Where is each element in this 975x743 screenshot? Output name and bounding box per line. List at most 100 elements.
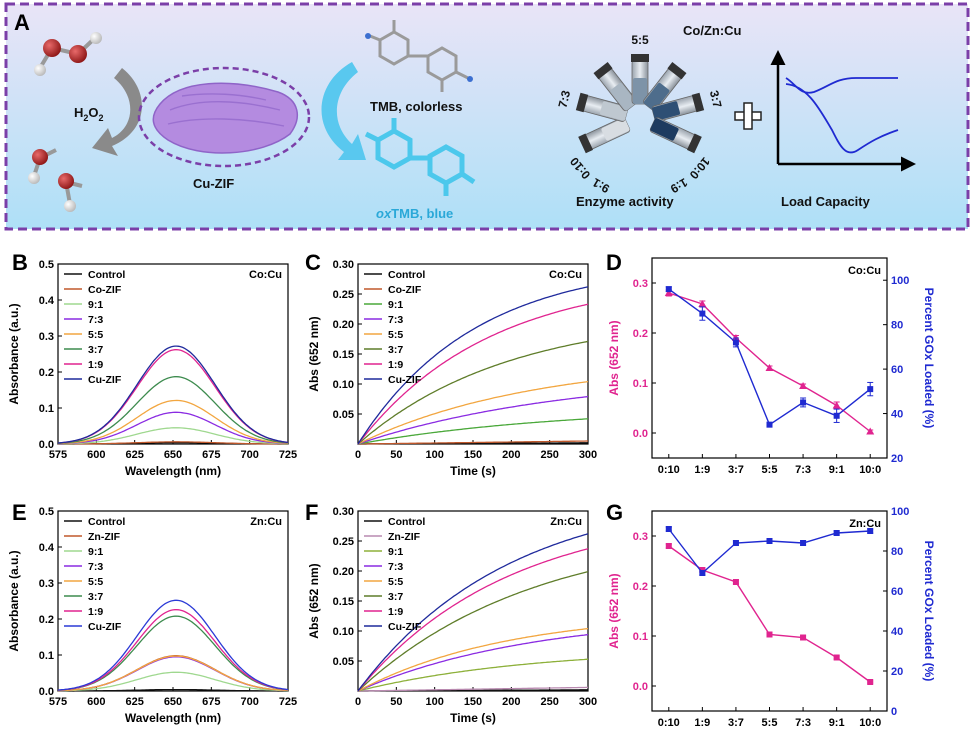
data-point: [833, 530, 840, 536]
category-label: 5:5: [762, 717, 778, 729]
series-line: [57, 609, 289, 691]
oxtmb-blue-label: oxTMB, blue: [376, 206, 453, 221]
panel-a-schematic: A H2O2: [4, 2, 970, 231]
y-tick-label: 0.25: [333, 536, 354, 548]
legend-entry: 9:1: [388, 299, 403, 311]
legend-entry: 3:7: [88, 591, 103, 603]
y-tick-label: 0.10: [333, 379, 354, 391]
category-label: 0:10: [658, 464, 680, 476]
category-label: 9:1: [829, 464, 845, 476]
y-tick-label: 0.1: [39, 650, 54, 662]
y-tick-label: 0.0: [39, 439, 54, 451]
chart-panel-f: F 0 50 100 150 200 250 300 0.05 0.10 0.15 0.20 0.25 0…: [305, 500, 597, 725]
cu-zif-label: Cu-ZIF: [193, 176, 234, 191]
x-tick-label: 0: [355, 449, 361, 461]
series-line: [357, 570, 589, 692]
y-axis-label: Abs (652 nm): [607, 573, 621, 648]
y-tick-label: 0.05: [333, 656, 354, 668]
data-point: [665, 286, 672, 293]
data-point: [833, 654, 840, 661]
legend-entry: 7:3: [88, 561, 103, 573]
y-tick-label: 0.15: [333, 349, 354, 361]
vial-ratio-label: 7:3: [555, 89, 573, 110]
enzyme-activity-label: Enzyme activity: [576, 194, 674, 209]
legend-entry: Zn-ZIF: [388, 531, 421, 543]
y-tick-label: 0.30: [333, 506, 354, 518]
x-tick-label: 100: [425, 449, 443, 461]
series-line: [357, 303, 589, 445]
legend-entry: 9:1: [88, 546, 103, 558]
series-line: [358, 686, 588, 692]
y-tick-label: 0.20: [333, 566, 354, 578]
y-tick-label: 0.0: [633, 681, 648, 693]
legend-entry: Cu-ZIF: [88, 621, 122, 633]
panel-letter: E: [12, 500, 27, 525]
series-line: [57, 411, 289, 445]
legend-entry: Control: [88, 516, 125, 528]
y2-tick-label: 20: [891, 666, 903, 678]
chart-panel-d: D 0:10 1:9 3:7 5:5 7:3 9:1 10:0 0.0 0.1 0.2 0.3 20 40…: [606, 250, 936, 476]
vial-ratio-label: 5:5: [631, 33, 649, 47]
x-axis-label: Time (s): [450, 464, 496, 478]
series-line: [357, 340, 589, 445]
legend-entry: 7:3: [88, 314, 103, 326]
category-label: 7:3: [795, 464, 811, 476]
chart-panel-b: B 575 600 625 650 675 700 725 0.0 0.1 0.2 0.3 0.4 0.5…: [7, 250, 297, 478]
vial-fan: 10:09:17:35:53:71:90:10: [555, 33, 725, 196]
legend-entry: Control: [388, 516, 425, 528]
data-point: [732, 579, 739, 585]
series-line: [58, 655, 289, 692]
category-label: 1:9: [694, 717, 710, 729]
y-tick-label: 0.5: [39, 506, 54, 518]
ratio-tag: Co:Cu: [848, 265, 881, 277]
legend-entry: 3:7: [388, 591, 403, 603]
legend-entry: 1:9: [388, 359, 403, 371]
legend-entry: 3:7: [388, 344, 403, 356]
data-point: [665, 543, 672, 549]
legend-entry: Cu-ZIF: [88, 374, 122, 386]
x-tick-label: 300: [579, 696, 597, 708]
x-tick-label: 625: [125, 696, 143, 708]
panel-letter: C: [305, 250, 321, 275]
y2-tick-label: 40: [891, 626, 903, 638]
data-point: [799, 382, 808, 389]
series-line: [357, 533, 589, 692]
panel-letter: B: [12, 250, 28, 275]
vial-ratio-label: 3:7: [707, 89, 725, 110]
category-label: 3:7: [728, 717, 744, 729]
y2-tick-label: 100: [891, 275, 909, 287]
category-label: 3:7: [728, 464, 744, 476]
legend-entry: Cu-ZIF: [388, 621, 422, 633]
series-line: [57, 399, 289, 445]
y-tick-label: 0.2: [633, 581, 648, 593]
series-line: [358, 440, 588, 445]
legend-entry: 7:3: [388, 561, 403, 573]
load-capacity-label: Load Capacity: [781, 194, 871, 209]
y-tick-label: 0.0: [633, 428, 648, 440]
legend-entry: 7:3: [388, 314, 403, 326]
y-tick-label: 0.25: [333, 289, 354, 301]
legend-entry: Co-ZIF: [88, 284, 122, 296]
panel-letter: G: [606, 500, 623, 525]
x-tick-label: 675: [202, 696, 220, 708]
y-tick-label: 0.1: [633, 631, 648, 643]
category-label: 1:9: [694, 464, 710, 476]
catalysis-arrow-icon: [92, 68, 142, 156]
x-tick-label: 600: [87, 696, 105, 708]
panel-letter-a: A: [14, 10, 30, 35]
y-tick-label: 0.0: [39, 686, 54, 698]
tmb-molecule-icon: [365, 20, 473, 92]
legend-entry: Cu-ZIF: [388, 374, 422, 386]
legend-entry: Co-ZIF: [388, 284, 422, 296]
data-point: [867, 386, 874, 393]
load-capacity-plot-icon: [770, 50, 916, 172]
data-point: [867, 679, 874, 685]
y2-tick-label: 20: [891, 453, 903, 465]
x-axis-label: Wavelength (nm): [125, 464, 221, 478]
data-point: [698, 300, 707, 307]
y-tick-label: 0.4: [39, 542, 55, 554]
series-line: [668, 292, 871, 433]
data-point: [867, 528, 874, 534]
